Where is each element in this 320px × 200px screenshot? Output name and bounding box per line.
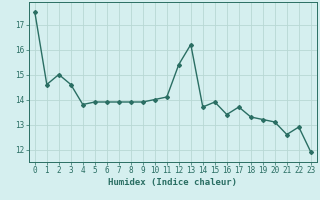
X-axis label: Humidex (Indice chaleur): Humidex (Indice chaleur) <box>108 178 237 187</box>
